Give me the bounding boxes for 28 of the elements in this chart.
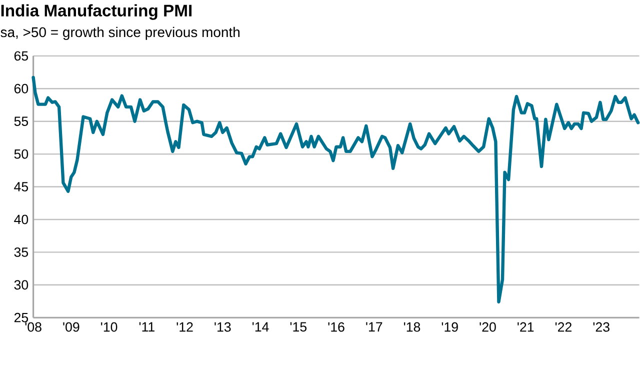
x-tick-label: '22	[555, 322, 572, 332]
y-tick-label: 65	[14, 51, 28, 61]
y-tick-label: 45	[14, 182, 28, 192]
x-tick-label: '18	[404, 322, 420, 332]
y-tick-label: 25	[14, 313, 28, 323]
y-tick-label: 40	[14, 214, 28, 224]
x-tick-label: '17	[366, 322, 382, 332]
y-tick-label: 30	[14, 280, 28, 290]
x-tick-label: '23	[593, 322, 610, 332]
x-tick-label: '16	[328, 322, 344, 332]
x-tick-label: '08	[25, 322, 42, 332]
y-tick-label: 60	[14, 84, 28, 94]
x-tick-label: '11	[139, 322, 154, 332]
x-tick-label: '15	[290, 322, 307, 332]
x-tick-label: '19	[442, 322, 458, 332]
x-tick-label: '09	[63, 322, 80, 332]
line-series	[32, 76, 640, 304]
y-tick-label: 55	[14, 116, 28, 126]
y-tick-label: 50	[14, 150, 28, 159]
x-tick-label: '12	[176, 322, 193, 332]
x-tick-label: '13	[214, 322, 231, 332]
x-tick-label: '10	[101, 322, 118, 332]
y-tick-label: 35	[14, 248, 28, 258]
x-tick-label: '14	[252, 322, 269, 332]
chart-title: India Manufacturing PMI	[1, 4, 192, 20]
chart-subtitle: sa, >50 = growth since previous month	[0, 27, 240, 40]
x-tick-label: '21	[518, 322, 534, 332]
x-tick-label: '20	[480, 322, 496, 332]
